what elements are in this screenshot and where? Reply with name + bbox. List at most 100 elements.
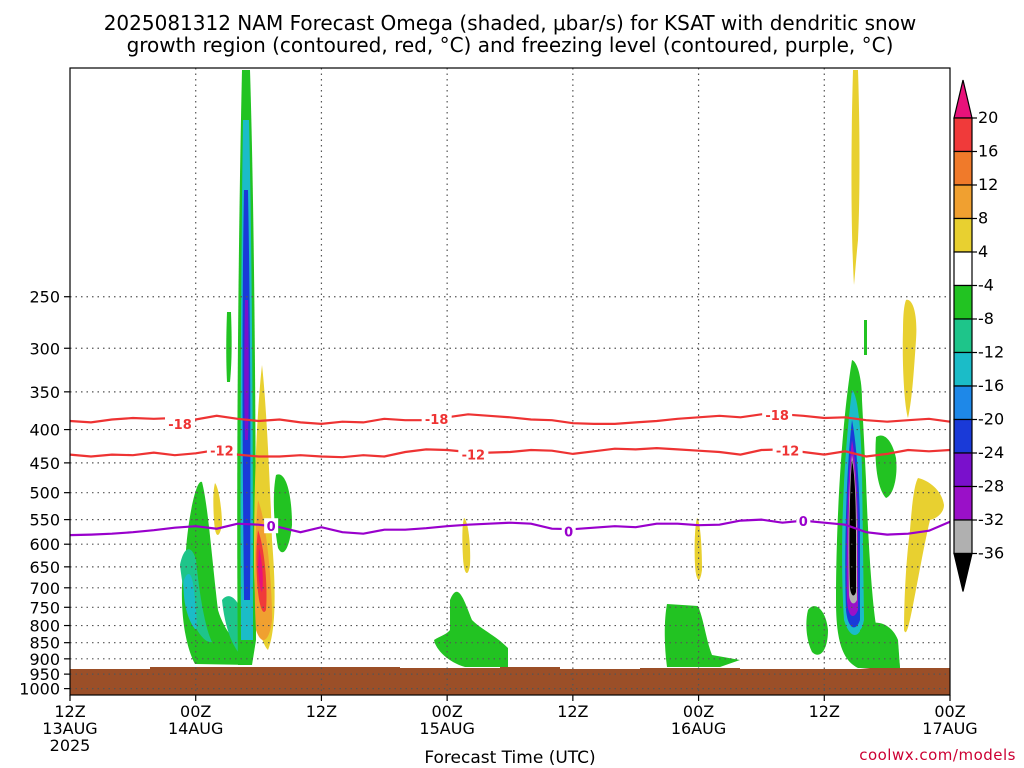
contour-label-bg (561, 523, 576, 539)
plot-area (70, 68, 950, 695)
contour-label: -18 (168, 418, 192, 433)
chart-title-line1: 2025081312 NAM Forecast Omega (shaded, μ… (104, 11, 917, 35)
omega-region-15aug-descent (462, 518, 471, 574)
omega-region-16aug-ascent-right (875, 435, 897, 498)
colorbar-label: 20 (978, 108, 998, 127)
temperature-contours: -18 -18 -18 -12 -12 -12 0 0 0 (69, 407, 951, 541)
y-tick-label: 700 (29, 579, 60, 598)
omega-shading (180, 70, 944, 668)
x-tick-label: 15AUG (419, 719, 474, 738)
colorbar-swatch (953, 452, 973, 488)
omega-region-16aug-ascent-lower (860, 622, 900, 668)
y-tick-label: 600 (29, 535, 60, 554)
colorbar-label: 16 (978, 142, 998, 161)
y-tick-label: 350 (29, 383, 60, 402)
y-tick-label: 900 (29, 650, 60, 669)
omega-region-15aug-ascent (434, 591, 508, 667)
colorbar-swatch (953, 418, 973, 454)
contour-label: -18 (765, 409, 789, 424)
colorbar-label: -4 (978, 276, 994, 295)
y-tick-label: 250 (29, 288, 60, 307)
contour-label-bg (165, 415, 195, 431)
x-tick-label: 16AUG (671, 719, 726, 738)
omega-region-16aug-descent-right-a (902, 299, 917, 418)
y-tick-label: 450 (29, 454, 60, 473)
x-tick-label: 14AUG (168, 719, 223, 738)
x-tick-label: 17AUG (922, 719, 977, 738)
colorbar-swatch (953, 519, 973, 555)
colorbar-arrow-top (953, 79, 973, 119)
omega-region-16aug-descent (694, 518, 702, 580)
omega-region-16aug-descent-right-b (904, 478, 944, 633)
contour-label: -12 (776, 445, 800, 460)
contour-label: 0 (267, 520, 276, 535)
colorbar-label: -20 (978, 410, 1004, 429)
y-tick-label: 950 (29, 665, 60, 684)
colorbar-label: -24 (978, 443, 1004, 462)
omega-region-ascent-column-purple (244, 300, 249, 440)
omega-region-ascent-side (273, 474, 292, 553)
colorbar-swatch (953, 117, 973, 153)
plot-border (69, 67, 951, 696)
y-tick-label: 850 (29, 634, 60, 653)
contour-label: -18 (425, 413, 449, 428)
omega-region-descent-small (213, 483, 222, 536)
colorbar-label: 8 (978, 209, 988, 228)
omega-region-16aug-ascent-small (806, 606, 828, 655)
y-tick-label: 1000 (19, 680, 60, 699)
contour-label-bg (762, 407, 793, 423)
y-axis: 2503003504004505005506006507007508008509… (19, 288, 70, 699)
omega-region-ascent-small-column (226, 312, 232, 382)
y-tick-label: 650 (29, 558, 60, 577)
y-tick-label: 300 (29, 339, 60, 358)
omega-region-descent-pink (258, 548, 263, 592)
contour-label: -12 (210, 445, 234, 460)
contour-line--18 (69, 413, 951, 426)
chart-title-line2: growth region (contoured, red, °C) and f… (127, 33, 894, 57)
colorbar-swatch (953, 150, 973, 186)
y-tick-label: 500 (29, 484, 60, 503)
x-tick-label: 12Z (306, 702, 337, 721)
x-tick-label: 2025 (50, 736, 91, 755)
colorbar: 20 16 12 8 4 -4 -8 -12 -16 -20 -24 -28 -32 -36 (953, 79, 1004, 592)
contour-label-bg (772, 442, 803, 458)
contour-label-bg (458, 446, 489, 462)
omega-region-16aug-descent-upper (851, 70, 860, 285)
plot-grid (70, 68, 950, 695)
colorbar-swatch (953, 351, 973, 387)
x-tick-label: 12Z (809, 702, 840, 721)
colorbar-swatch (953, 385, 973, 421)
x-axis-title: Forecast Time (UTC) (424, 748, 595, 768)
colorbar-label: -28 (978, 477, 1004, 496)
y-tick-label: 750 (29, 598, 60, 617)
colorbar-swatch (953, 251, 973, 287)
contour-label: -12 (462, 449, 486, 464)
contour-label: 0 (564, 526, 573, 541)
colorbar-label: 12 (978, 175, 998, 194)
y-tick-label: 800 (29, 617, 60, 636)
omega-region-16aug-ascent-thin (864, 320, 867, 355)
colorbar-label: -8 (978, 309, 994, 328)
colorbar-label: 4 (978, 242, 988, 261)
y-tick-label: 400 (29, 421, 60, 440)
x-tick-label: 00Z (180, 702, 211, 721)
contour-label-bg (264, 518, 279, 534)
colorbar-swatch (953, 184, 973, 220)
colorbar-swatch (953, 318, 973, 354)
x-tick-label: 12Z (54, 702, 85, 721)
colorbar-swatch (953, 217, 973, 253)
colorbar-swatch (953, 284, 973, 320)
omega-region-ascent-lowlevel-inner (180, 549, 212, 643)
colorbar-label: -12 (978, 343, 1004, 362)
contour-label-bg (796, 513, 811, 529)
x-tick-label: 12Z (557, 702, 588, 721)
contour-label: 0 (799, 515, 808, 530)
colorbar-label: -16 (978, 376, 1004, 395)
y-tick-label: 550 (29, 511, 60, 530)
colorbar-arrow-bottom (953, 552, 973, 592)
ground-surface (70, 667, 950, 695)
x-tick-label: 00Z (683, 702, 714, 721)
x-tick-label: 13AUG (42, 719, 97, 738)
